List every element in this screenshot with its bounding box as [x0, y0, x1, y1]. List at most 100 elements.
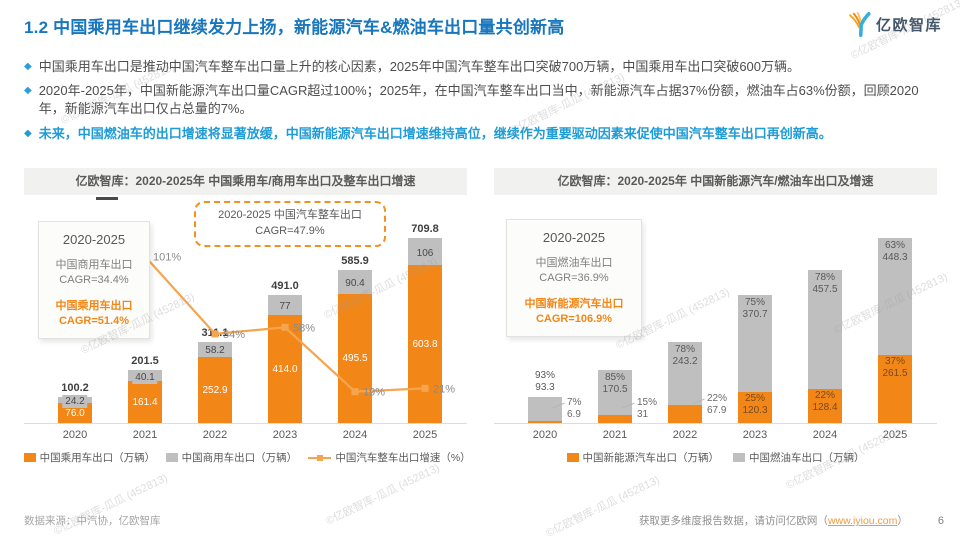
cagr-annotation: 2020-2025 中国汽车整车出口 CAGR=47.9% — [194, 201, 386, 247]
bar-value-label: 457.5 — [812, 284, 838, 296]
info-card-entry-value: CAGR=51.4% — [58, 314, 129, 327]
annotation-line2: CAGR=47.9% — [255, 224, 325, 237]
legend-label: 中国乘用车出口（万辆） — [39, 452, 156, 464]
bar-value-label: 261.5 — [882, 367, 908, 379]
legend-label: 中国汽车整车出口增速（%） — [335, 452, 471, 464]
legend-line-icon — [308, 454, 332, 461]
bar-pct-label: 78% — [674, 343, 695, 355]
bar-nev-label: 22% 128.4 — [790, 390, 860, 414]
bullet-item: ◆ 2020年-2025年，中国新能源汽车出口量CAGR超过100%；2025年，… — [24, 82, 940, 118]
bar-fuel-label: 78% 243.2 — [650, 344, 720, 368]
chart-title: 亿欧智库：2020-2025年 中国新能源汽车/燃油车出口及增速 — [494, 168, 937, 195]
bar-value-label: 243.2 — [672, 355, 698, 367]
axis-year-label: 2022 — [672, 429, 698, 441]
logo-icon — [849, 12, 871, 37]
footer-note-prefix: 获取更多维度报告数据，请访问亿欧网（ — [638, 515, 828, 527]
info-card-entry: 中国商用车出口 CAGR=34.4% — [45, 258, 143, 288]
bar-pct-label: 78% — [814, 272, 835, 284]
axis-year-label: 2020 — [62, 429, 88, 441]
bullet-item: ◆ 未来，中国燃油车的出口增速将显著放缓，中国新能源汽车出口增速维持高位，继续作为… — [24, 125, 940, 143]
bar-value-label: 67.9 — [707, 405, 727, 417]
logo-text: 亿欧智库 — [875, 17, 942, 34]
axis-year-label: 2022 — [202, 429, 228, 441]
iyiou-link[interactable]: www.iyiou.com — [827, 515, 898, 527]
bar-column: 78% 243.2 22% 67.9 — [650, 195, 727, 423]
bar-value-label: 128.4 — [812, 402, 838, 414]
bar-segment-nev — [528, 421, 562, 423]
axis-year-label: 2023 — [742, 429, 768, 441]
title-underline-dash — [96, 197, 118, 200]
chart-panel-export-by-vehicle-type: 亿欧智库：2020-2025年 中国乘用车/商用车出口及整车出口增速 2020-2… — [24, 168, 471, 470]
axis-year-label: 2023 — [272, 429, 298, 441]
bar-pct-label: 22% — [814, 390, 835, 402]
legend-item: 中国汽车整车出口增速（%） — [308, 450, 471, 465]
bar-pct-label: 37% — [884, 355, 905, 367]
info-card-period: 2020-2025 — [542, 230, 606, 245]
footer-note: 获取更多维度报告数据，请访问亿欧网（www.iyiou.com） — [639, 513, 908, 528]
bar-fuel-label: 93% 93.3 — [510, 370, 580, 394]
bar-value-label: 448.3 — [882, 251, 908, 263]
bar-nev-callout-label: 15% 31 — [637, 397, 657, 421]
legend-swatch-gray — [166, 453, 178, 462]
chart-panel-export-by-powertrain: 亿欧智库：2020-2025年 中国新能源汽车/燃油车出口及增速 2020-202… — [494, 168, 937, 470]
bar-fuel-label: 75% 370.7 — [720, 297, 790, 321]
bar-segment-fuel — [528, 396, 562, 422]
legend-label: 中国新能源汽车出口（万辆） — [582, 452, 720, 464]
legend-item: 中国新能源汽车出口（万辆） — [566, 450, 720, 465]
page-title: 1.2 中国乘用车出口继续发力上扬，新能源汽车&燃油车出口量共创新高 — [24, 18, 565, 37]
bar-fuel-label: 85% 170.5 — [580, 372, 650, 396]
legend-line-marker — [317, 454, 323, 461]
bar-total-label: 311.1 — [201, 326, 229, 339]
info-card-entry-label: 中国乘用车出口 — [55, 299, 133, 312]
watermark-text: ©亿欧智库-瓜瓜 (452813) — [52, 472, 170, 538]
bar-gray-value-label: 106 — [413, 246, 437, 260]
bar-column: 78% 457.5 22% 128.4 — [790, 195, 860, 423]
legend-swatch-gray — [733, 453, 745, 462]
watermark-text: ©亿欧智库-瓜瓜 (452813) — [544, 474, 662, 540]
bar-pct-label: 22% — [707, 393, 728, 405]
cagr-info-card: 2020-2025 中国商用车出口 CAGR=34.4% 中国乘用车出口 CAGR=51… — [38, 221, 150, 340]
info-card-entry-label: 中国燃油车出口 — [535, 257, 613, 269]
info-card-entry: 中国燃油车出口 CAGR=36.9% — [513, 256, 635, 286]
bar-column: 85% 170.5 15% 31 — [580, 195, 657, 423]
bar-segment-fuel — [738, 294, 772, 392]
footer: 数据来源：中汽协，亿欧智库 获取更多维度报告数据，请访问亿欧网（www.iyio… — [24, 513, 944, 528]
footer-note-suffix: ） — [897, 515, 908, 527]
bar-column: 75% 370.7 25% 120.3 — [720, 195, 790, 423]
bar-segment-passenger — [58, 403, 92, 423]
axis-year-label: 2024 — [812, 429, 838, 441]
bar-gray-value-label: 40.1 — [132, 370, 158, 384]
cagr-info-card: 2020-2025 中国燃油车出口 CAGR=36.9% 中国新能源汽车出口 CAGR=… — [506, 219, 642, 338]
info-card-entry-value: CAGR=106.9% — [535, 312, 613, 325]
bar-segment-nev — [598, 414, 632, 423]
bar-total-label: 201.5 — [131, 355, 159, 368]
logo: 亿欧智库 — [847, 12, 942, 37]
bar-segment-fuel — [668, 341, 702, 406]
page-number: 6 — [937, 514, 944, 527]
legend-item: 中国乘用车出口（万辆） — [24, 450, 156, 465]
legend-swatch-orange — [566, 453, 579, 462]
bar-value-label: 6.9 — [567, 409, 581, 420]
bar-total-label: 709.8 — [411, 222, 439, 235]
info-card-entry-label: 中国新能源汽车出口 — [524, 297, 624, 310]
bar-value-label: 170.5 — [602, 384, 628, 396]
bar-nev-label: 37% 261.5 — [860, 356, 930, 380]
legend-item: 中国商用车出口（万辆） — [166, 450, 297, 465]
bar-pct-label: 7% — [567, 397, 582, 408]
bar-nev-label: 25% 120.3 — [720, 393, 790, 417]
bar-orange-value-label: 76.0 — [65, 408, 85, 420]
bullet-item: ◆ 中国乘用车出口是推动中国汽车整车出口量上升的核心因素，2025年中国汽车整车出… — [24, 58, 940, 76]
bar-total-label: 585.9 — [341, 255, 369, 268]
bar-value-label: 31 — [637, 409, 649, 420]
axis-year-label: 2024 — [342, 429, 368, 441]
bar-pct-label: 63% — [884, 239, 905, 251]
bar-pct-label: 85% — [604, 372, 625, 384]
info-card-entry: 中国乘用车出口 CAGR=51.4% — [45, 299, 143, 329]
bar-orange-value-label: 161.4 — [132, 396, 158, 408]
legend-swatch-orange — [24, 453, 36, 462]
bar-gray-value-label: 24.2 — [62, 395, 88, 408]
chart-legend: 中国新能源汽车出口（万辆） 中国燃油车出口（万辆） — [494, 450, 937, 465]
bar-column: 93% 93.3 7% 6.9 — [510, 195, 582, 423]
bar-gray-value-label: 90.4 — [342, 276, 368, 290]
